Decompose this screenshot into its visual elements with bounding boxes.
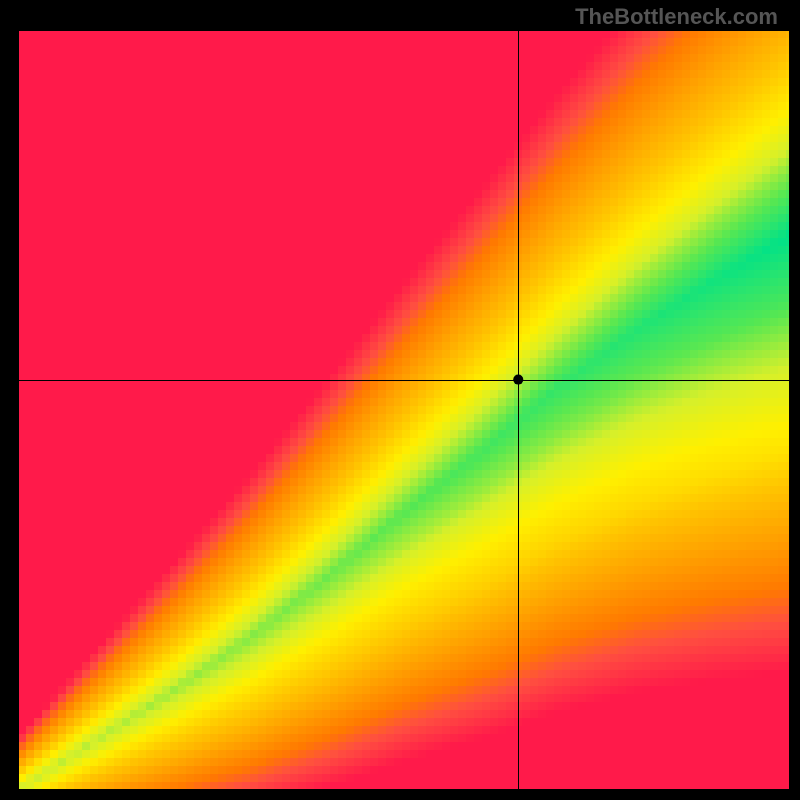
heatmap-canvas bbox=[0, 0, 800, 800]
watermark-text: TheBottleneck.com bbox=[575, 4, 778, 30]
chart-container: TheBottleneck.com bbox=[0, 0, 800, 800]
